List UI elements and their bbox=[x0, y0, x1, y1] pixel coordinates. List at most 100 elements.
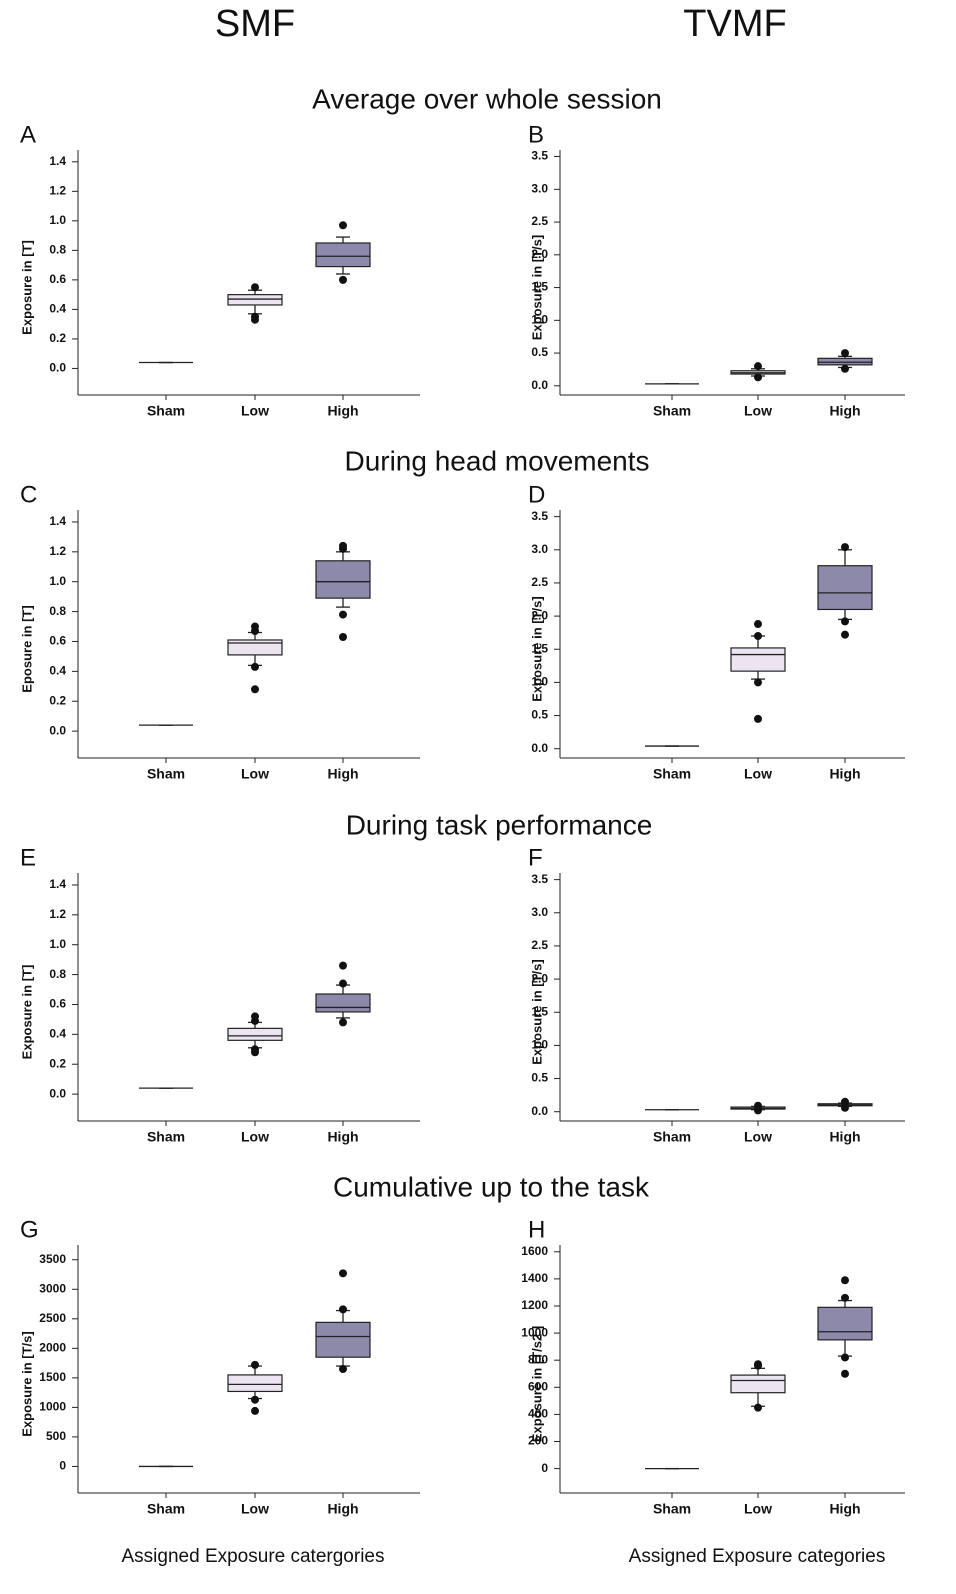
x-tick-label: Sham bbox=[147, 1501, 185, 1517]
x-tick-label: High bbox=[327, 1129, 358, 1145]
box bbox=[227, 1027, 283, 1041]
outlier bbox=[754, 1101, 762, 1110]
panel: H Exposure in [T/s2 ] 0 200 400 600 800 1000 120… bbox=[521, 1216, 905, 1517]
outlier bbox=[339, 632, 347, 641]
row-title: Average over whole session bbox=[312, 83, 662, 114]
y-tick-label: 0.4 bbox=[49, 664, 66, 678]
x-tick-label: High bbox=[829, 766, 860, 782]
y-tick-label: 0.5 bbox=[531, 708, 548, 722]
outlier bbox=[251, 1012, 259, 1021]
y-tick-label: 600 bbox=[528, 1379, 548, 1393]
y-axis-label: Exposure in [T] bbox=[19, 965, 34, 1060]
y-tick-label: 0.0 bbox=[531, 378, 548, 392]
box bbox=[315, 242, 371, 268]
y-tick-label: 1.0 bbox=[531, 312, 548, 326]
y-tick-label: 0.6 bbox=[49, 634, 66, 648]
x-tick-label: Low bbox=[744, 1129, 772, 1145]
box bbox=[315, 993, 371, 1013]
panel: B Exposure in [T/s] 0.0 0.5 1.0 1.5 2.0 2.5 3.0 3… bbox=[528, 121, 905, 419]
outlier bbox=[841, 364, 849, 373]
y-tick-label: 0.6 bbox=[49, 272, 66, 286]
outlier bbox=[339, 1018, 347, 1027]
x-tick-label: Sham bbox=[147, 403, 185, 419]
panel-label: A bbox=[20, 121, 36, 148]
y-tick-label: 1.4 bbox=[49, 154, 66, 168]
box bbox=[227, 294, 283, 306]
y-tick-label: 1.2 bbox=[49, 907, 66, 921]
panel: E Exposure in [T] 0.0 0.2 0.4 0.6 0.8 1.0 1.2 1.4… bbox=[19, 844, 420, 1145]
row-title: During task performance bbox=[346, 809, 653, 840]
outlier bbox=[339, 610, 347, 619]
y-tick-label: 2000 bbox=[39, 1341, 66, 1355]
y-tick-label: 0.2 bbox=[49, 331, 66, 345]
box bbox=[730, 1374, 786, 1394]
row-title: Cumulative up to the task bbox=[333, 1171, 650, 1202]
x-tick-label: Sham bbox=[147, 1129, 185, 1145]
y-tick-label: 0.0 bbox=[49, 723, 66, 737]
y-tick-label: 2.5 bbox=[531, 938, 548, 952]
x-tick-label: Low bbox=[241, 1501, 269, 1517]
y-tick-label: 0 bbox=[541, 1461, 548, 1475]
outlier bbox=[841, 1369, 849, 1378]
y-tick-label: 1.4 bbox=[49, 514, 66, 528]
x-axis-label: Assigned Exposure categories bbox=[629, 1546, 886, 1567]
box bbox=[817, 357, 873, 366]
y-tick-label: 200 bbox=[528, 1434, 548, 1448]
outlier bbox=[251, 685, 259, 694]
outlier bbox=[754, 631, 762, 640]
outlier bbox=[339, 979, 347, 988]
y-tick-label: 1.2 bbox=[49, 183, 66, 197]
x-tick-label: High bbox=[327, 1501, 358, 1517]
y-tick-label: 1.5 bbox=[531, 280, 548, 294]
box bbox=[817, 1306, 873, 1341]
y-tick-label: 1.4 bbox=[49, 877, 66, 891]
y-tick-label: 0.8 bbox=[49, 243, 66, 257]
outlier bbox=[754, 1360, 762, 1369]
y-tick-label: 0.4 bbox=[49, 302, 66, 316]
y-tick-label: 1000 bbox=[521, 1325, 548, 1339]
x-tick-label: High bbox=[327, 403, 358, 419]
panel: F Exposure in [T/s] 0.0 0.5 1.0 1.5 2.0 2.5 3.0 3… bbox=[528, 844, 905, 1145]
x-tick-label: High bbox=[327, 766, 358, 782]
panel-label: F bbox=[528, 844, 543, 871]
y-tick-label: 2.5 bbox=[531, 575, 548, 589]
outlier bbox=[339, 1305, 347, 1314]
box bbox=[315, 560, 371, 599]
y-tick-label: 1.0 bbox=[49, 213, 66, 227]
y-tick-label: 1.0 bbox=[49, 574, 66, 588]
outlier bbox=[339, 961, 347, 970]
y-axis-label: Exposure in [T/s] bbox=[529, 596, 544, 701]
y-tick-label: 2500 bbox=[39, 1311, 66, 1325]
outlier bbox=[339, 1269, 347, 1278]
panel: C Eposure in [T] 0.0 0.2 0.4 0.6 0.8 1.0 1.2 1.4 S… bbox=[19, 481, 420, 782]
outlier bbox=[841, 1103, 849, 1112]
outlier bbox=[251, 622, 259, 631]
y-tick-label: 3.5 bbox=[531, 872, 548, 886]
outlier bbox=[251, 662, 259, 671]
y-tick-label: 3.5 bbox=[531, 149, 548, 163]
y-tick-label: 0.8 bbox=[49, 967, 66, 981]
outlier bbox=[251, 1045, 259, 1054]
y-tick-label: 0.5 bbox=[531, 1071, 548, 1085]
y-tick-label: 3.0 bbox=[531, 542, 548, 556]
panel: A Exposure in [T] 0.0 0.2 0.4 0.6 0.8 1.0 1.2 1.4… bbox=[19, 121, 420, 419]
y-tick-label: 2.0 bbox=[531, 971, 548, 985]
outlier bbox=[841, 617, 849, 626]
panel-label: H bbox=[528, 1216, 545, 1243]
y-tick-label: 1.0 bbox=[531, 1038, 548, 1052]
x-tick-label: Low bbox=[241, 403, 269, 419]
outlier bbox=[841, 543, 849, 552]
y-tick-label: 1.0 bbox=[49, 937, 66, 951]
y-axis-label: Exposure in [T/s] bbox=[19, 1331, 34, 1436]
panel: D Exposure in [T/s] 0.0 0.5 1.0 1.5 2.0 2.5 3.0 3… bbox=[528, 481, 905, 782]
x-tick-label: Low bbox=[744, 1501, 772, 1517]
y-tick-label: 1600 bbox=[521, 1244, 548, 1258]
y-tick-label: 3.0 bbox=[531, 181, 548, 195]
box bbox=[730, 647, 786, 672]
panel-label: E bbox=[20, 844, 36, 871]
y-tick-label: 0.4 bbox=[49, 1027, 66, 1041]
outlier bbox=[754, 362, 762, 371]
x-tick-label: Sham bbox=[653, 1501, 691, 1517]
x-tick-label: Sham bbox=[147, 766, 185, 782]
